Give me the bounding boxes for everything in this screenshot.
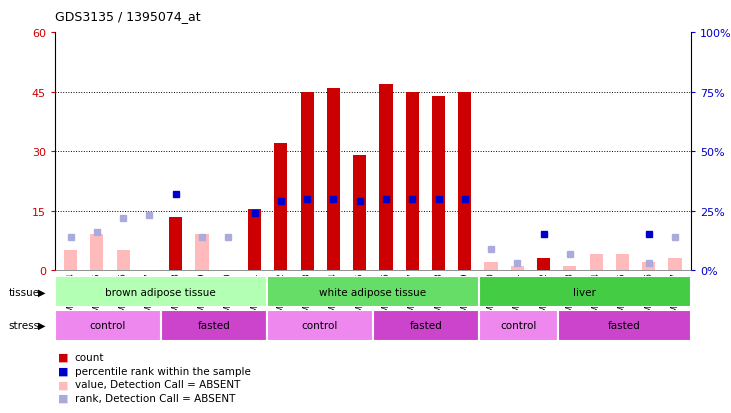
Bar bbox=[511, 266, 524, 271]
Text: control: control bbox=[500, 320, 537, 330]
Bar bbox=[55, 310, 161, 341]
Text: ▶: ▶ bbox=[38, 287, 45, 297]
Bar bbox=[479, 277, 691, 308]
Text: liver: liver bbox=[573, 287, 596, 297]
Bar bbox=[479, 310, 558, 341]
Bar bbox=[668, 259, 681, 271]
Text: percentile rank within the sample: percentile rank within the sample bbox=[75, 366, 251, 376]
Bar bbox=[458, 93, 471, 271]
Bar bbox=[432, 96, 445, 271]
Text: count: count bbox=[75, 352, 104, 362]
Text: white adipose tissue: white adipose tissue bbox=[319, 287, 426, 297]
Bar bbox=[353, 156, 366, 271]
Text: fasted: fasted bbox=[608, 320, 641, 330]
Text: tissue: tissue bbox=[9, 287, 40, 297]
Bar bbox=[558, 310, 691, 341]
Bar bbox=[161, 310, 267, 341]
Bar bbox=[267, 310, 373, 341]
Bar bbox=[267, 277, 479, 308]
Bar bbox=[379, 85, 393, 271]
Bar bbox=[55, 277, 267, 308]
Text: GDS3135 / 1395074_at: GDS3135 / 1395074_at bbox=[55, 10, 200, 23]
Text: rank, Detection Call = ABSENT: rank, Detection Call = ABSENT bbox=[75, 393, 235, 403]
Bar bbox=[195, 235, 208, 271]
Bar bbox=[91, 235, 104, 271]
Bar bbox=[327, 88, 340, 271]
Text: fasted: fasted bbox=[197, 320, 230, 330]
Bar bbox=[537, 259, 550, 271]
Bar bbox=[406, 93, 419, 271]
Bar bbox=[64, 251, 77, 271]
Text: ■: ■ bbox=[58, 380, 69, 389]
Text: value, Detection Call = ABSENT: value, Detection Call = ABSENT bbox=[75, 380, 240, 389]
Bar bbox=[248, 209, 261, 271]
Bar bbox=[300, 93, 314, 271]
Text: ■: ■ bbox=[58, 352, 69, 362]
Bar bbox=[642, 263, 655, 271]
Text: control: control bbox=[302, 320, 338, 330]
Bar bbox=[616, 255, 629, 271]
Bar bbox=[373, 310, 479, 341]
Text: ▶: ▶ bbox=[38, 320, 45, 330]
Bar bbox=[564, 266, 577, 271]
Bar bbox=[590, 255, 603, 271]
Bar bbox=[274, 144, 287, 271]
Text: stress: stress bbox=[9, 320, 40, 330]
Text: brown adipose tissue: brown adipose tissue bbox=[105, 287, 216, 297]
Bar bbox=[116, 251, 129, 271]
Text: control: control bbox=[90, 320, 126, 330]
Bar bbox=[169, 217, 182, 271]
Text: fasted: fasted bbox=[409, 320, 442, 330]
Text: ■: ■ bbox=[58, 393, 69, 403]
Text: ■: ■ bbox=[58, 366, 69, 376]
Bar bbox=[485, 263, 498, 271]
